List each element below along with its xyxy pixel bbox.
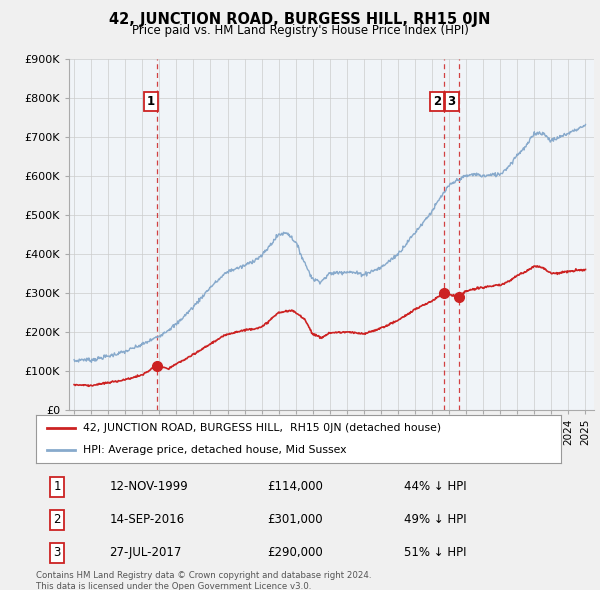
Text: 49% ↓ HPI: 49% ↓ HPI bbox=[404, 513, 466, 526]
Text: 2: 2 bbox=[53, 513, 61, 526]
Text: Contains HM Land Registry data © Crown copyright and database right 2024.
This d: Contains HM Land Registry data © Crown c… bbox=[36, 571, 371, 590]
Text: 2: 2 bbox=[433, 96, 441, 109]
Text: 44% ↓ HPI: 44% ↓ HPI bbox=[404, 480, 466, 493]
Text: £290,000: £290,000 bbox=[267, 546, 323, 559]
Text: 3: 3 bbox=[53, 546, 61, 559]
Text: 51% ↓ HPI: 51% ↓ HPI bbox=[404, 546, 466, 559]
Text: 1: 1 bbox=[147, 96, 155, 109]
Text: 14-SEP-2016: 14-SEP-2016 bbox=[110, 513, 185, 526]
Text: 42, JUNCTION ROAD, BURGESS HILL,  RH15 0JN (detached house): 42, JUNCTION ROAD, BURGESS HILL, RH15 0J… bbox=[83, 423, 442, 433]
Text: 12-NOV-1999: 12-NOV-1999 bbox=[110, 480, 188, 493]
Text: 3: 3 bbox=[448, 96, 456, 109]
Text: £114,000: £114,000 bbox=[267, 480, 323, 493]
Text: 27-JUL-2017: 27-JUL-2017 bbox=[110, 546, 182, 559]
Text: 1: 1 bbox=[53, 480, 61, 493]
Text: 42, JUNCTION ROAD, BURGESS HILL, RH15 0JN: 42, JUNCTION ROAD, BURGESS HILL, RH15 0J… bbox=[109, 12, 491, 27]
Text: HPI: Average price, detached house, Mid Sussex: HPI: Average price, detached house, Mid … bbox=[83, 445, 347, 455]
Text: £301,000: £301,000 bbox=[267, 513, 323, 526]
Text: Price paid vs. HM Land Registry's House Price Index (HPI): Price paid vs. HM Land Registry's House … bbox=[131, 24, 469, 37]
